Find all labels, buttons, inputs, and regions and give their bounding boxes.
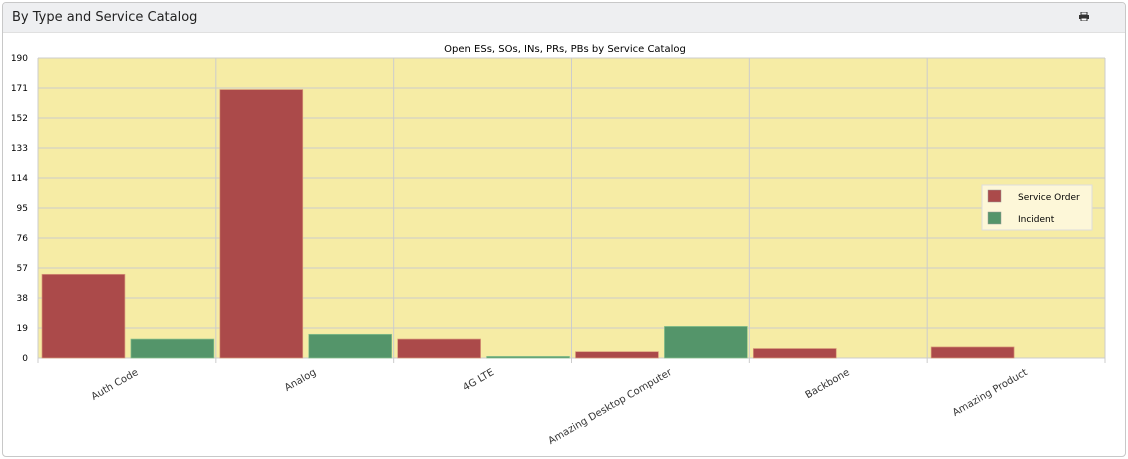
chart-title: Open ESs, SOs, INs, PRs, PBs by Service …: [444, 44, 686, 55]
y-tick-label: 38: [17, 294, 29, 304]
bar-incident: [130, 338, 215, 359]
x-tick-label: 4G LTE: [461, 367, 496, 393]
legend-label: Incident: [1018, 215, 1055, 225]
x-tick-label: Auth Code: [90, 367, 141, 403]
y-tick-label: 152: [11, 114, 28, 124]
legend-swatch: [987, 211, 1002, 225]
bar-service-order: [219, 89, 304, 359]
y-tick-label: 76: [17, 234, 29, 244]
printer-icon[interactable]: [1079, 12, 1089, 21]
panel-header: By Type and Service Catalog: [3, 3, 1125, 33]
bar-service-order: [41, 273, 126, 359]
panel-title: By Type and Service Catalog: [12, 10, 198, 25]
y-tick-label: 133: [11, 144, 28, 154]
y-tick-label: 19: [17, 324, 29, 334]
legend-swatch: [987, 189, 1002, 203]
bar-incident: [664, 326, 748, 359]
x-tick-label: Amazing Product: [951, 367, 1030, 419]
y-tick-label: 171: [11, 84, 28, 94]
x-tick-label: Backbone: [804, 367, 852, 401]
y-tick-label: 95: [17, 204, 28, 214]
y-tick-label: 0: [22, 354, 28, 364]
bar-service-order: [930, 346, 1015, 359]
bar-incident: [308, 333, 393, 359]
bar-incident: [486, 356, 570, 359]
legend-label: Service Order: [1018, 193, 1080, 203]
bar-service-order: [397, 338, 481, 359]
bar-service-order: [575, 351, 659, 359]
y-tick-label: 190: [11, 54, 28, 64]
y-tick-label: 114: [11, 174, 28, 184]
x-tick-label: Analog: [283, 367, 318, 394]
y-tick-label: 57: [17, 264, 28, 274]
bar-service-order: [752, 348, 837, 359]
x-tick-label: Amazing Desktop Computer: [547, 367, 675, 447]
